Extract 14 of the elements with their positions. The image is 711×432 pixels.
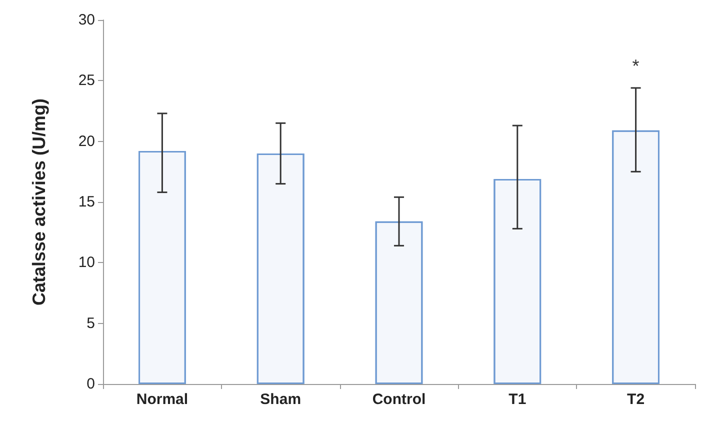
annotation: * [632, 56, 640, 76]
y-tick-label: 10 [78, 254, 95, 272]
x-tick-label: Sham [260, 391, 302, 408]
y-tick-label: 30 [78, 12, 95, 28]
x-tick-label: Control [372, 391, 426, 408]
x-tick-label: T1 [508, 391, 526, 408]
y-axis-title: Catalsse activies (U/mg) [29, 98, 49, 306]
y-tick-label: 25 [78, 72, 95, 90]
y-tick-label: 5 [86, 314, 95, 332]
x-tick-label: T2 [627, 391, 645, 408]
y-tick-label: 15 [78, 194, 95, 210]
y-tick-label: 0 [86, 376, 95, 392]
y-tick-label: 20 [78, 132, 95, 150]
x-tick-label: Normal [136, 391, 188, 408]
